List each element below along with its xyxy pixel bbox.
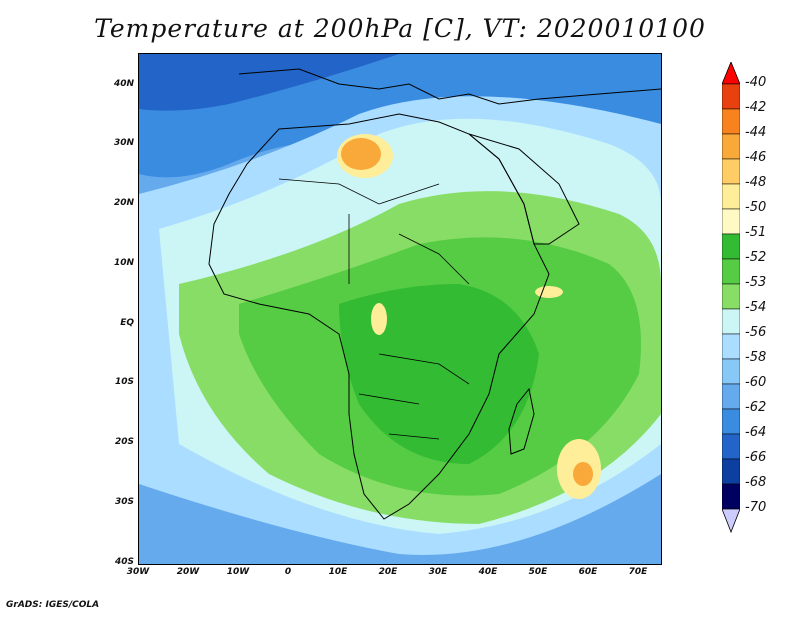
lat-label-40n: 40N: [113, 79, 134, 89]
colorbar-swatch: [722, 458, 740, 485]
lat-label-10s: 10S: [114, 377, 134, 387]
lat-label-30s: 30S: [114, 497, 134, 507]
colorbar-label: -42: [745, 100, 767, 115]
africa-coastline: [208, 113, 550, 520]
colorbar-swatch: [722, 383, 740, 410]
temperature-map: [138, 53, 662, 565]
colorbar-label: -40: [745, 75, 767, 90]
colorbar-label: -48: [745, 175, 767, 190]
colorbar-label: -64: [745, 425, 767, 440]
lon-label-30w: 30W: [126, 567, 150, 577]
colorbar-label: -58: [745, 350, 767, 365]
colorbar-swatch: [722, 83, 740, 110]
colorbar-swatch: [722, 333, 740, 360]
lon-label-30e: 30E: [428, 567, 448, 577]
lat-label-20s: 20S: [114, 437, 134, 447]
lon-label-40e: 40E: [478, 567, 498, 577]
colorbar-swatch: [722, 158, 740, 185]
colorbar-top-arrow: [722, 62, 740, 85]
colorbar-swatch: [722, 308, 740, 335]
country-borders: [278, 178, 470, 440]
colorbar-label: -54: [745, 300, 767, 315]
colorbar-swatch: [722, 208, 740, 235]
lat-label-10n: 10N: [113, 258, 134, 268]
colorbar-swatch: [722, 283, 740, 310]
colorbar-label: -46: [745, 150, 767, 165]
colorbar-label: -50: [745, 200, 767, 215]
field-warm-spot-congo: [371, 303, 387, 335]
colorbar-label: -68: [745, 475, 767, 490]
europe-coastline: [238, 68, 661, 105]
colorbar-label: -60: [745, 375, 767, 390]
madagascar-coastline: [508, 387, 535, 455]
colorbar-swatch: [722, 183, 740, 210]
lon-label-20w: 20W: [176, 567, 200, 577]
colorbar-swatch: [722, 408, 740, 435]
lat-label-20n: 20N: [113, 198, 134, 208]
colorbar-swatch: [722, 108, 740, 135]
lon-label-10e: 10E: [328, 567, 348, 577]
colorbar-label: -52: [745, 250, 767, 265]
field-warm-core-madagascar-east: [573, 462, 593, 486]
colorbar-swatch: [722, 358, 740, 385]
colorbar-swatch: [722, 258, 740, 285]
colorbar-swatch: [722, 433, 740, 460]
colorbar-label: -51: [745, 225, 767, 240]
field-warm-spot-horn: [535, 286, 563, 298]
colorbar-bottom-arrow: [722, 508, 740, 534]
field-warm-core-north-africa: [341, 138, 381, 170]
lon-label-60e: 60E: [578, 567, 598, 577]
lon-label-70e: 70E: [628, 567, 648, 577]
map-title: Temperature at 200hPa [C], VT: 202001010…: [94, 14, 706, 43]
colorbar-label: -66: [745, 450, 767, 465]
colorbar-swatch: [722, 233, 740, 260]
field-band-dark-green: [339, 284, 539, 464]
colorbar-label: -62: [745, 400, 767, 415]
lon-label-50e: 50E: [528, 567, 548, 577]
lon-label-20e: 20E: [378, 567, 398, 577]
colorbar-label: -56: [745, 325, 767, 340]
arabia-coastline: [468, 133, 580, 245]
temperature-field: [139, 54, 661, 564]
field-band-north-dark: [139, 54, 399, 111]
lon-label-0: 0: [284, 567, 292, 577]
credit-text: GrADS: IGES/COLA: [6, 600, 100, 610]
lat-label-30n: 30N: [113, 138, 134, 148]
colorbar-label: -70: [745, 500, 767, 515]
colorbar: [722, 62, 740, 534]
colorbar-swatch: [722, 133, 740, 160]
lon-label-10w: 10W: [226, 567, 250, 577]
colorbar-label: -44: [745, 125, 767, 140]
lat-label-eq: EQ: [120, 318, 134, 328]
lat-label-40s: 40S: [114, 557, 134, 567]
colorbar-label: -53: [745, 275, 767, 290]
colorbar-swatch: [722, 483, 740, 510]
